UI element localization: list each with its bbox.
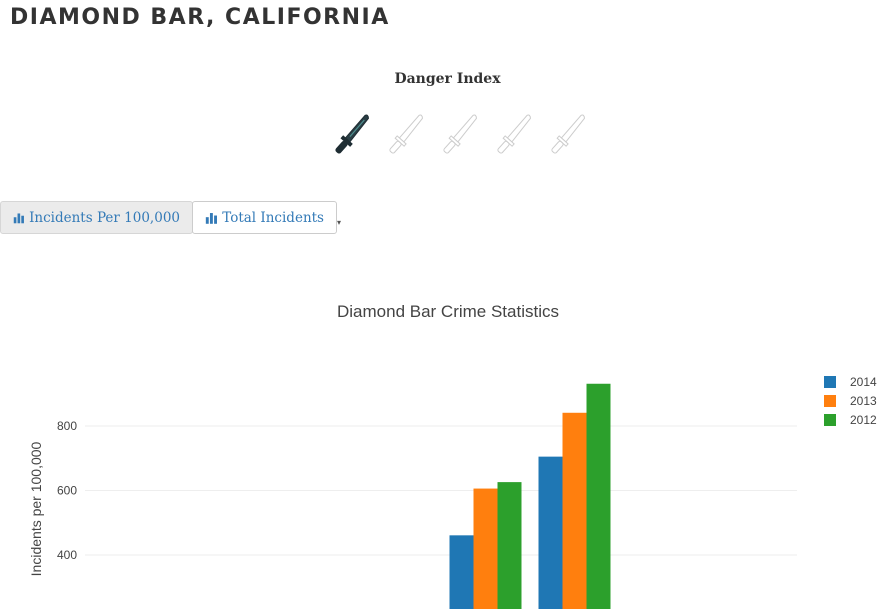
danger-index-rating — [325, 104, 605, 164]
knife-icon — [335, 114, 369, 154]
legend-label[interactable]: 2013 — [850, 394, 877, 408]
tab-label: Total Incidents — [222, 209, 324, 226]
tab-total-incidents[interactable]: Total Incidents — [192, 201, 337, 234]
bar-2012[interactable] — [586, 383, 611, 609]
legend-label[interactable]: 2014 — [850, 375, 877, 389]
knife-icon — [551, 114, 585, 154]
legend-swatch[interactable] — [824, 395, 836, 407]
knife-icon — [389, 114, 423, 154]
crime-statistics-chart: Diamond Bar Crime Statistics 400 600 800 I… — [28, 302, 877, 609]
chart-title: Diamond Bar Crime Statistics — [337, 302, 559, 321]
chart-bars — [449, 383, 611, 609]
tab-incidents-per-100000[interactable]: Incidents Per 100,000 — [0, 201, 193, 234]
tab-label: Incidents Per 100,000 — [29, 209, 180, 226]
knife-icon — [497, 114, 531, 154]
y-axis-label: Incidents per 100,000 — [28, 441, 44, 576]
y-tick-label: 800 — [57, 419, 77, 433]
bar-chart-icon — [205, 212, 217, 224]
page-title: DIAMOND BAR, CALIFORNIA — [10, 5, 390, 30]
legend-label[interactable]: 2012 — [850, 413, 877, 427]
y-tick-label: 400 — [57, 548, 77, 562]
bar-2014[interactable] — [538, 456, 563, 609]
chart-legend: 2014 2013 2012 — [824, 375, 877, 427]
y-tick-label: 600 — [57, 484, 77, 498]
bar-chart-icon — [13, 212, 24, 223]
y-axis-ticks: 400 600 800 — [57, 419, 77, 562]
bar-2013[interactable] — [562, 412, 587, 609]
knife-icon — [443, 114, 477, 154]
danger-index-label: Danger Index — [394, 71, 501, 87]
legend-swatch[interactable] — [824, 376, 836, 388]
bar-2014[interactable] — [449, 535, 474, 609]
caret-icon: ▾ — [337, 218, 342, 227]
chart-gridlines — [85, 425, 797, 556]
legend-swatch[interactable] — [824, 414, 836, 426]
bar-2013[interactable] — [473, 488, 498, 609]
bar-2012[interactable] — [497, 482, 522, 609]
